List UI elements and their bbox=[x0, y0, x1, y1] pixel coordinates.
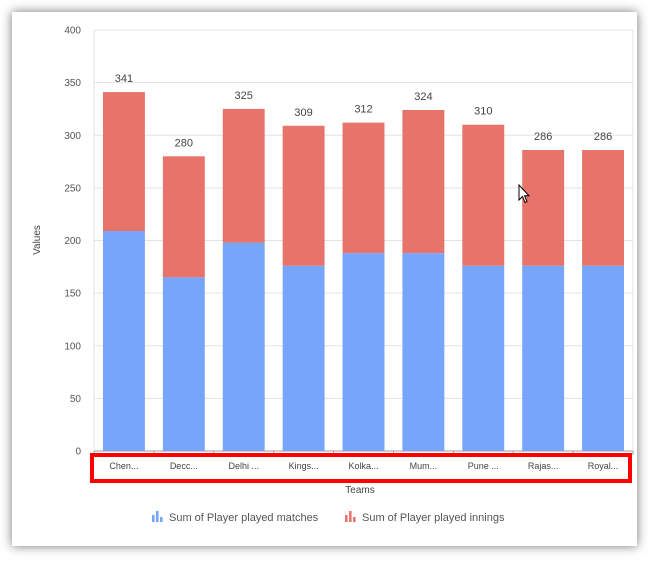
bar-innings[interactable] bbox=[102, 92, 145, 232]
y-tick-label: 300 bbox=[64, 131, 81, 142]
y-tick-label: 50 bbox=[70, 394, 82, 405]
x-tick-label: Mum... bbox=[410, 461, 438, 471]
bar-matches[interactable] bbox=[342, 253, 385, 451]
bar-innings[interactable] bbox=[522, 149, 565, 266]
bar-innings[interactable] bbox=[582, 149, 625, 266]
legend-label: Sum of Player played innings bbox=[362, 512, 505, 524]
x-tick-label: Decc... bbox=[170, 461, 198, 471]
x-axis-title: Teams bbox=[345, 485, 374, 496]
bar-innings[interactable] bbox=[222, 108, 265, 243]
y-tick-label: 400 bbox=[64, 26, 81, 37]
bar-innings[interactable] bbox=[162, 156, 205, 278]
bar-innings[interactable] bbox=[282, 125, 325, 266]
y-tick-label: 0 bbox=[75, 447, 81, 458]
y-tick-label: 350 bbox=[64, 78, 81, 89]
total-label: 309 bbox=[294, 107, 312, 119]
bar-chart-icon bbox=[345, 511, 356, 522]
bar-matches[interactable] bbox=[222, 242, 265, 451]
bar-matches[interactable] bbox=[522, 265, 565, 451]
mouse-pointer-icon bbox=[518, 184, 530, 204]
stacked-bar-chart: 0 50 100 150 200 250 300 350 400 341 280 325 309 312… bbox=[32, 26, 634, 524]
x-axis-highlight-box bbox=[90, 453, 632, 483]
x-tick-label: Kings... bbox=[289, 461, 319, 471]
y-tick-label: 100 bbox=[64, 341, 81, 352]
bar-innings[interactable] bbox=[402, 109, 445, 254]
y-tick-label: 150 bbox=[64, 289, 81, 300]
total-labels: 341 280 325 309 312 324 310 286 286 bbox=[115, 73, 612, 149]
y-axis-ticks: 0 50 100 150 200 250 300 350 400 bbox=[64, 26, 81, 458]
total-label: 341 bbox=[115, 73, 133, 85]
y-tick-label: 200 bbox=[64, 236, 81, 247]
x-tick-label: Rajas... bbox=[528, 461, 559, 471]
y-axis-title: Values bbox=[32, 225, 43, 255]
x-tick-label: Royal... bbox=[588, 461, 619, 471]
bar-matches[interactable] bbox=[102, 231, 145, 451]
total-label: 280 bbox=[175, 137, 193, 149]
bar-matches[interactable] bbox=[162, 277, 205, 451]
bar-matches[interactable] bbox=[282, 265, 325, 451]
total-label: 325 bbox=[235, 90, 253, 102]
bar-innings[interactable] bbox=[462, 124, 505, 266]
total-label: 286 bbox=[594, 131, 612, 143]
bars bbox=[102, 92, 625, 451]
legend-item[interactable]: Sum of Player played matches bbox=[152, 511, 319, 524]
legend-label: Sum of Player played matches bbox=[169, 512, 319, 524]
total-label: 312 bbox=[354, 104, 372, 116]
bar-chart-icon bbox=[152, 511, 163, 522]
x-tick-label: Delhi ... bbox=[228, 461, 259, 471]
legend[interactable]: Sum of Player played matches Sum of Playe… bbox=[152, 511, 505, 524]
legend-item[interactable]: Sum of Player played innings bbox=[345, 511, 505, 524]
chart-window: 0 50 100 150 200 250 300 350 400 341 280 325 309 312… bbox=[12, 12, 637, 546]
bar-matches[interactable] bbox=[582, 265, 625, 451]
total-label: 310 bbox=[474, 106, 492, 118]
x-tick-label: Chen... bbox=[109, 461, 138, 471]
y-tick-label: 250 bbox=[64, 183, 81, 194]
bar-innings[interactable] bbox=[342, 122, 385, 254]
bar-matches[interactable] bbox=[462, 265, 505, 451]
x-tick-label: Pune ... bbox=[468, 461, 499, 471]
total-label: 286 bbox=[534, 131, 552, 143]
bar-matches[interactable] bbox=[402, 253, 445, 451]
total-label: 324 bbox=[414, 91, 432, 103]
x-tick-label: Kolka... bbox=[348, 461, 378, 471]
